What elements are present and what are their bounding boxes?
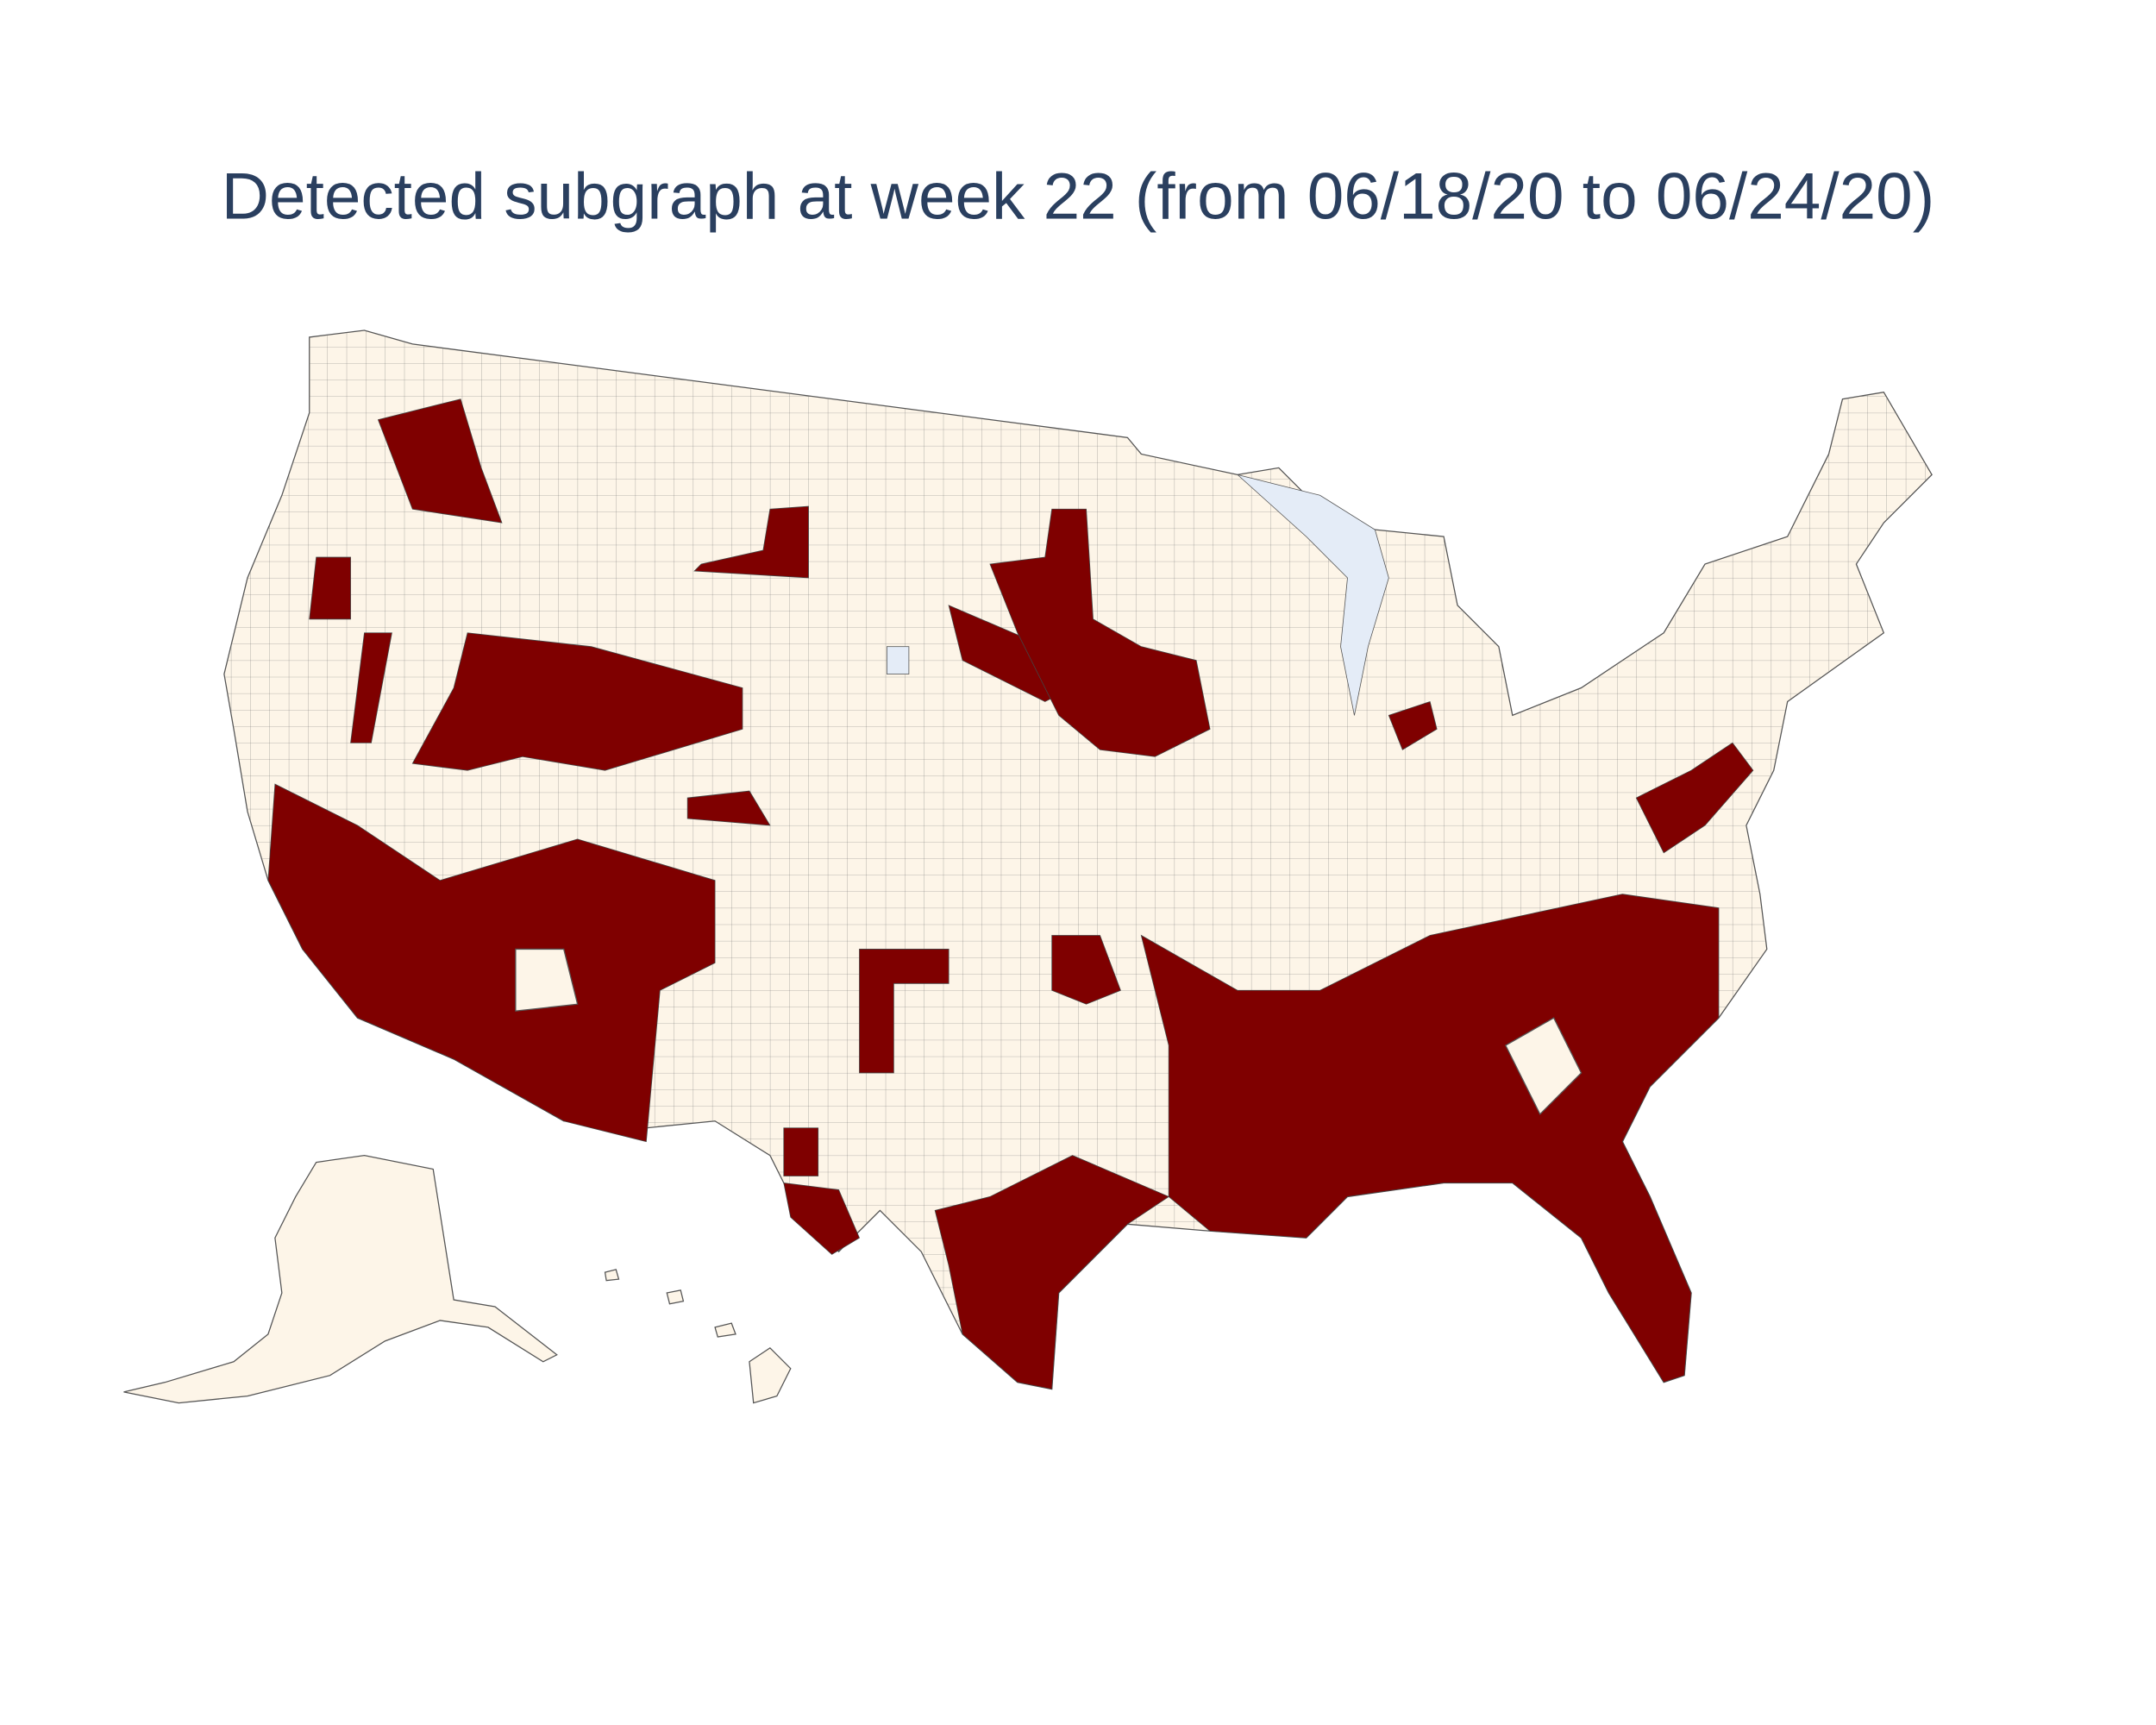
michigan-region xyxy=(1388,700,1438,750)
southwest-region xyxy=(267,783,716,1143)
southeast-region xyxy=(1140,894,1720,1383)
west-texas-region xyxy=(783,1182,860,1255)
oklahoma-region xyxy=(859,949,950,1074)
nevada-strip xyxy=(350,632,392,743)
mountain-region xyxy=(411,632,743,771)
colorado-region xyxy=(686,790,771,826)
texas-block xyxy=(783,1127,819,1176)
arkansas-region xyxy=(1051,935,1121,1005)
great-lakes xyxy=(1237,474,1389,716)
northwest-region xyxy=(377,398,503,524)
alaska xyxy=(123,1154,558,1404)
virginia-region xyxy=(1635,742,1754,854)
hawaii xyxy=(604,1269,792,1404)
minnesota-region xyxy=(989,508,1211,757)
map-title: Detected subgraph at week 22 (from 06/18… xyxy=(222,160,1934,233)
unflagged-area xyxy=(515,948,579,1012)
us-map xyxy=(123,329,1933,1404)
lake xyxy=(886,646,910,674)
texas-coast-region xyxy=(934,1155,1170,1390)
unflagged-area xyxy=(1505,1017,1583,1115)
montana-region xyxy=(693,505,809,579)
oregon-region xyxy=(309,556,351,620)
